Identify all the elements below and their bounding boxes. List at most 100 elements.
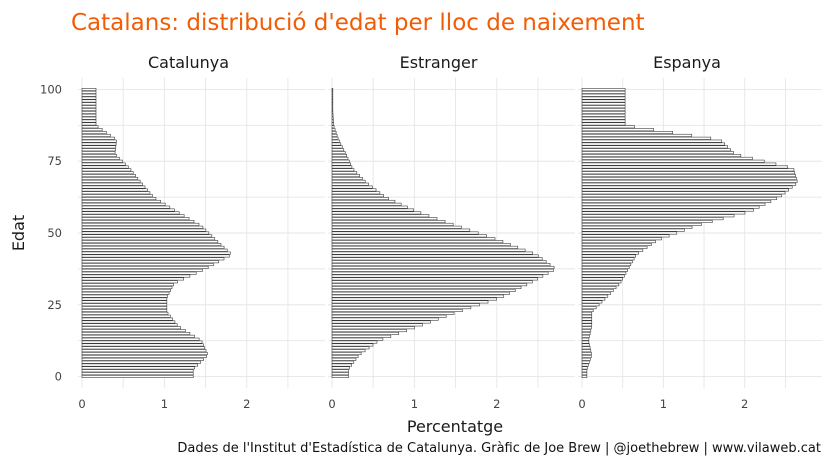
bar-age-59 bbox=[81, 205, 171, 209]
bar-age-52 bbox=[581, 225, 693, 229]
bar-age-16 bbox=[581, 329, 592, 333]
bar-age-15 bbox=[81, 331, 191, 335]
bar-age-23 bbox=[331, 309, 463, 312]
bar-age-86 bbox=[81, 128, 103, 132]
bar-age-33 bbox=[81, 280, 178, 284]
facet-espanya: Espanya 0 1 2 bbox=[578, 53, 822, 411]
x-tick-label: 2 bbox=[243, 397, 250, 411]
bar-age-39 bbox=[81, 263, 214, 267]
bar-age-73 bbox=[81, 165, 129, 169]
bar-age-72 bbox=[331, 168, 355, 172]
bar-age-81 bbox=[331, 142, 342, 146]
bar-age-76 bbox=[81, 156, 120, 160]
bar-age-13 bbox=[331, 337, 384, 341]
bar-age-36 bbox=[581, 271, 627, 275]
bar-age-21 bbox=[331, 314, 447, 318]
bar-age-68 bbox=[331, 179, 366, 183]
bar-age-5 bbox=[81, 360, 201, 364]
bar-age-83 bbox=[331, 136, 339, 140]
bar-age-92 bbox=[331, 110, 334, 114]
bar-age-40 bbox=[581, 260, 633, 264]
bar-age-30 bbox=[581, 288, 614, 292]
bar-age-10 bbox=[581, 346, 591, 350]
bar-age-29 bbox=[331, 291, 510, 295]
bar-age-1 bbox=[581, 372, 588, 376]
bar-age-0 bbox=[581, 375, 588, 378]
bar-age-1 bbox=[331, 372, 349, 376]
bar-age-21 bbox=[581, 314, 593, 318]
bar-age-6 bbox=[81, 357, 204, 361]
bar-age-82 bbox=[331, 139, 340, 143]
bar-age-19 bbox=[331, 320, 431, 324]
bar-age-34 bbox=[331, 277, 538, 281]
bar-age-32 bbox=[81, 283, 174, 287]
bar-age-35 bbox=[581, 274, 625, 278]
bar-age-50 bbox=[581, 231, 678, 235]
bar-age-42 bbox=[331, 254, 539, 258]
bar-age-28 bbox=[581, 294, 609, 298]
bar-age-4 bbox=[81, 363, 198, 367]
bar-age-14 bbox=[581, 334, 590, 338]
facet-label: Espanya bbox=[653, 53, 721, 72]
bar-age-12 bbox=[331, 340, 378, 344]
bar-age-95 bbox=[331, 102, 334, 106]
y-axis-title: Edat bbox=[9, 215, 28, 251]
bar-age-100 bbox=[331, 88, 334, 91]
bar-age-31 bbox=[81, 286, 173, 290]
bar-age-66 bbox=[331, 185, 373, 189]
bar-age-56 bbox=[581, 214, 735, 218]
bar-age-37 bbox=[331, 268, 554, 272]
bar-age-67 bbox=[581, 182, 797, 186]
bar-age-52 bbox=[81, 225, 204, 229]
bar-age-43 bbox=[331, 251, 533, 255]
bar-age-25 bbox=[331, 303, 480, 307]
bar-age-97 bbox=[331, 96, 334, 100]
bar-age-0 bbox=[331, 375, 349, 378]
bar-age-68 bbox=[581, 179, 798, 183]
bar-age-19 bbox=[81, 320, 176, 324]
bar-age-14 bbox=[331, 334, 392, 338]
bar-age-28 bbox=[331, 294, 505, 298]
facet-catalunya: Catalunya 0 1 2 bbox=[78, 53, 325, 411]
bar-age-2 bbox=[331, 369, 349, 373]
bar-age-50 bbox=[81, 231, 210, 235]
bar-age-58 bbox=[581, 208, 754, 212]
bar-age-87 bbox=[81, 125, 99, 129]
bar-age-39 bbox=[331, 263, 551, 267]
bar-age-11 bbox=[331, 343, 374, 347]
bar-age-16 bbox=[81, 329, 186, 333]
bar-age-40 bbox=[81, 260, 220, 264]
bar-age-77 bbox=[331, 154, 347, 157]
bar-age-75 bbox=[331, 159, 350, 163]
chart-title: Catalans: distribució d'edat per lloc de… bbox=[71, 10, 645, 36]
bar-age-18 bbox=[81, 323, 178, 327]
bar-age-98 bbox=[81, 93, 97, 97]
bar-age-67 bbox=[81, 182, 143, 186]
bar-age-45 bbox=[81, 245, 225, 249]
bar-age-47 bbox=[81, 240, 219, 244]
bar-age-27 bbox=[331, 297, 497, 301]
bar-age-6 bbox=[331, 357, 357, 361]
bar-age-41 bbox=[81, 257, 225, 261]
bar-age-51 bbox=[581, 228, 685, 232]
bar-age-53 bbox=[331, 222, 454, 226]
bar-age-23 bbox=[81, 309, 168, 312]
bar-age-43 bbox=[81, 251, 231, 255]
bar-age-59 bbox=[331, 205, 408, 209]
bar-age-88 bbox=[81, 122, 97, 126]
bar-age-76 bbox=[581, 156, 753, 160]
bar-age-83 bbox=[581, 136, 712, 140]
y-tick-label: 50 bbox=[47, 226, 62, 240]
bar-age-58 bbox=[81, 208, 175, 212]
bar-age-12 bbox=[81, 340, 203, 344]
bar-age-9 bbox=[81, 349, 207, 353]
bar-age-76 bbox=[331, 156, 349, 160]
bar-age-17 bbox=[581, 326, 592, 330]
bar-age-4 bbox=[331, 363, 352, 367]
bar-age-11 bbox=[81, 343, 204, 347]
bar-age-25 bbox=[81, 303, 168, 307]
bar-age-34 bbox=[81, 277, 184, 281]
bar-age-20 bbox=[81, 317, 173, 321]
bar-age-3 bbox=[81, 366, 195, 370]
